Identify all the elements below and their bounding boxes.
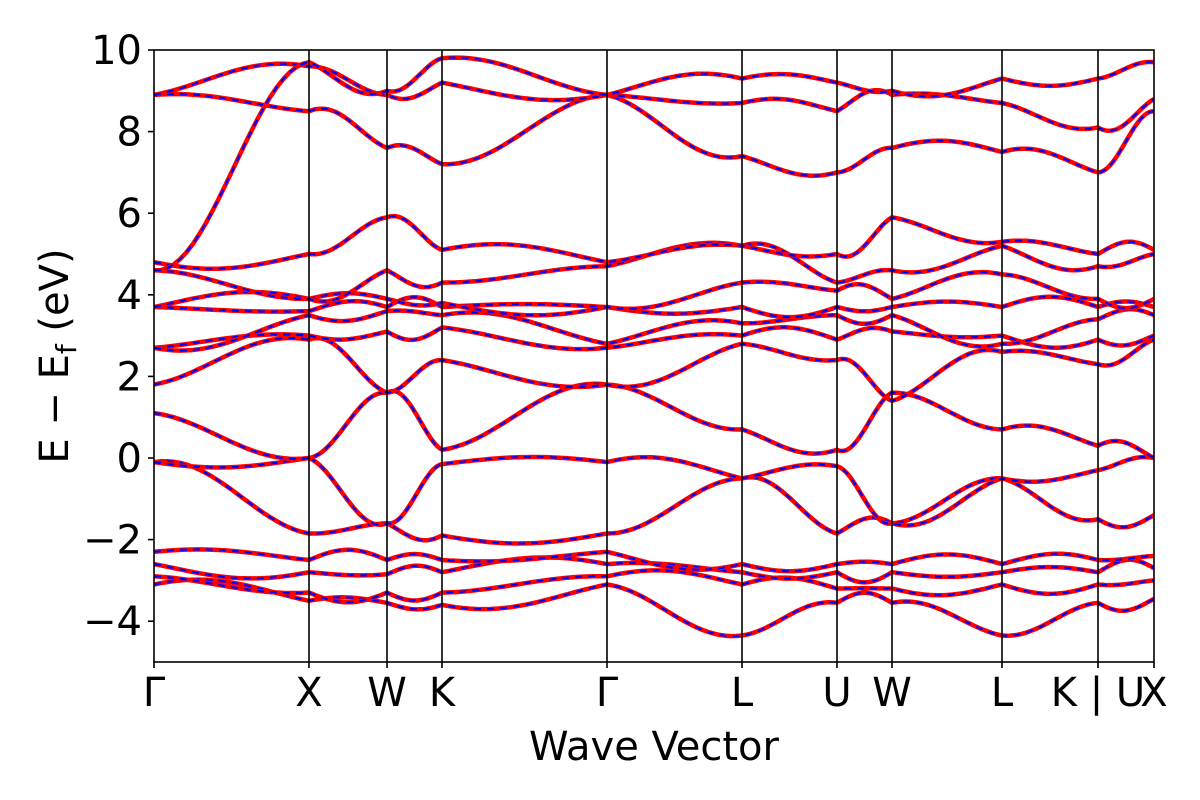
band-line (154, 547, 1154, 574)
x-tick-label: K (429, 670, 457, 716)
y-tick-label: 6 (117, 191, 142, 237)
band-line (154, 269, 1154, 318)
y-tick-label: 2 (117, 354, 142, 400)
high-symmetry-lines (308, 50, 1099, 662)
bands-layer (154, 55, 1154, 639)
x-tick-label: Γ (143, 670, 166, 716)
y-tick-label: 8 (117, 110, 142, 156)
y-tick-label: 4 (117, 273, 142, 319)
band-line-dashed (154, 214, 1154, 270)
band-line-dashed (154, 382, 1154, 461)
x-tick-label: L (991, 670, 1014, 716)
band-line-dashed (154, 241, 1154, 303)
x-tick-label: W (872, 670, 912, 716)
band-line-dashed (154, 556, 1154, 584)
y-axis-ticks: −4 −2 0 2 4 6 8 10 (83, 28, 154, 645)
y-tick-label: 10 (91, 28, 142, 74)
x-tick-label: Γ (596, 670, 619, 716)
band-line (154, 335, 1154, 404)
x-tick-label: W (367, 670, 407, 716)
x-tick-label: X (1140, 670, 1167, 716)
y-tick-label: −4 (83, 599, 142, 645)
band-line-dashed (154, 548, 1154, 573)
plot-frame (153, 49, 1155, 663)
band-line-dashed (154, 455, 1154, 527)
band-line (154, 91, 1154, 178)
band-line-dashed (154, 56, 1154, 272)
band-line (154, 577, 1154, 639)
x-tick-label: X (295, 670, 322, 716)
band-line (154, 454, 1154, 528)
band-line (154, 458, 1154, 546)
x-tick-label: K | U (1051, 670, 1145, 716)
band-line-dashed (154, 93, 1154, 177)
band-line-dashed (154, 336, 1154, 403)
x-axis-label: Wave Vector (529, 724, 780, 770)
band-line-dashed (154, 326, 1154, 351)
band-line-dashed (154, 270, 1154, 317)
band-line (154, 381, 1154, 462)
band-line-dashed (154, 569, 1154, 604)
x-tick-label: U (822, 670, 851, 716)
y-tick-label: −2 (83, 518, 142, 564)
band-line-dashed (154, 295, 1154, 319)
band-line-dashed (154, 578, 1154, 638)
band-line (154, 55, 1154, 273)
y-axis-label: E − Ef (eV) (32, 248, 83, 463)
y-tick-label: 0 (117, 436, 142, 482)
x-tick-label: L (731, 670, 754, 716)
